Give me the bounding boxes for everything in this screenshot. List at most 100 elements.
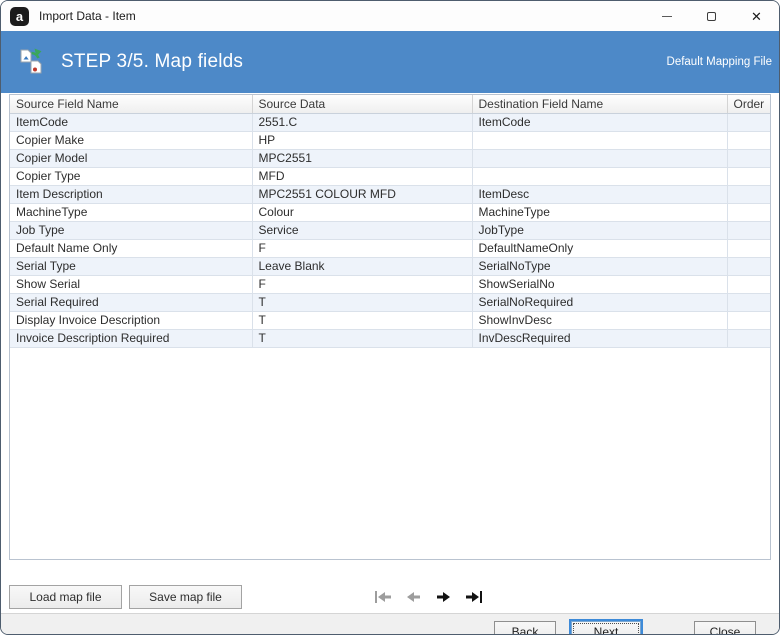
table-cell[interactable]: [727, 311, 770, 330]
table-row[interactable]: Serial Required T SerialNoRequired: [10, 293, 770, 312]
table-cell[interactable]: F: [252, 239, 473, 258]
title-bar: a Import Data - Item ✕: [1, 1, 779, 31]
column-header[interactable]: Destination Field Name: [472, 95, 728, 114]
table-cell[interactable]: Default Name Only: [10, 239, 253, 258]
table-cell[interactable]: Serial Type: [10, 257, 253, 276]
table-cell[interactable]: [727, 257, 770, 276]
table-cell[interactable]: MachineType: [472, 203, 728, 222]
table-cell[interactable]: Copier Make: [10, 131, 253, 150]
table-row[interactable]: Invoice Description Required T InvDescRequ…: [10, 329, 770, 348]
save-map-file-button[interactable]: Save map file: [129, 584, 242, 609]
table-cell[interactable]: ItemCode: [472, 113, 728, 132]
table-cell[interactable]: JobType: [472, 221, 728, 240]
table-cell[interactable]: [472, 131, 728, 150]
app-logo-icon: a: [10, 6, 29, 26]
table-cell[interactable]: MFD: [252, 167, 473, 186]
table-row[interactable]: Item Description MPC2551 COLOUR MFD ItemDe…: [10, 185, 770, 204]
table-cell[interactable]: Invoice Description Required: [10, 329, 253, 348]
table-row[interactable]: Job Type Service JobType: [10, 221, 770, 240]
table-cell[interactable]: Display Invoice Description: [10, 311, 253, 330]
last-record-icon[interactable]: [464, 590, 483, 603]
table-cell[interactable]: T: [252, 293, 473, 312]
table-cell[interactable]: DefaultNameOnly: [472, 239, 728, 258]
table-cell[interactable]: Item Description: [10, 185, 253, 204]
table-cell[interactable]: T: [252, 311, 473, 330]
first-record-icon[interactable]: [374, 590, 393, 603]
table-row[interactable]: Show Serial F ShowSerialNo: [10, 275, 770, 294]
table-cell[interactable]: MPC2551 COLOUR MFD: [252, 185, 473, 204]
window-controls: ✕: [644, 1, 779, 31]
table-cell[interactable]: Copier Model: [10, 149, 253, 168]
table-cell[interactable]: [727, 113, 770, 132]
table-cell[interactable]: Service: [252, 221, 473, 240]
table-cell[interactable]: [727, 149, 770, 168]
table-cell[interactable]: MPC2551: [252, 149, 473, 168]
minimize-icon: [661, 15, 672, 17]
table-cell[interactable]: [727, 221, 770, 240]
next-record-icon[interactable]: [434, 590, 453, 603]
table-row[interactable]: Copier Make HP: [10, 131, 770, 150]
table-cell[interactable]: [727, 329, 770, 348]
table-cell[interactable]: [727, 275, 770, 294]
table-row[interactable]: Copier Type MFD: [10, 167, 770, 186]
content-area: Source Field Name Source Data Destination …: [1, 93, 779, 580]
dialog-footer: Back Next Close: [1, 613, 779, 634]
load-map-file-button[interactable]: Load map file: [9, 584, 122, 609]
table-row[interactable]: Default Name Only F DefaultNameOnly: [10, 239, 770, 258]
table-cell[interactable]: [727, 167, 770, 186]
table-cell[interactable]: ShowSerialNo: [472, 275, 728, 294]
table-cell[interactable]: Job Type: [10, 221, 253, 240]
record-navigator: [374, 580, 483, 613]
table-cell[interactable]: [472, 149, 728, 168]
maximize-icon: [707, 11, 716, 21]
previous-record-icon[interactable]: [404, 590, 423, 603]
table-row[interactable]: Serial Type Leave Blank SerialNoType: [10, 257, 770, 276]
table-row[interactable]: Display Invoice Description T ShowInvDesc: [10, 311, 770, 330]
table-cell[interactable]: SerialNoRequired: [472, 293, 728, 312]
table-cell[interactable]: [727, 239, 770, 258]
default-mapping-file-label: Default Mapping File: [666, 56, 772, 68]
step-header: STEP 3/5. Map fields Default Mapping Fil…: [1, 31, 779, 93]
close-icon: ✕: [751, 8, 762, 24]
minimize-button[interactable]: [644, 1, 689, 31]
table-cell[interactable]: ShowInvDesc: [472, 311, 728, 330]
table-cell[interactable]: HP: [252, 131, 473, 150]
column-header[interactable]: Order: [727, 95, 770, 114]
column-header[interactable]: Source Field Name: [10, 95, 253, 114]
window-title: Import Data - Item: [39, 9, 136, 23]
column-header[interactable]: Source Data: [252, 95, 473, 114]
table-cell[interactable]: [727, 131, 770, 150]
table-cell[interactable]: 2551.C: [252, 113, 473, 132]
close-button[interactable]: ✕: [734, 1, 779, 31]
table-header-row: Source Field Name Source Data Destination …: [10, 95, 770, 114]
table-cell[interactable]: Colour: [252, 203, 473, 222]
table-cell[interactable]: T: [252, 329, 473, 348]
table-cell[interactable]: [727, 293, 770, 312]
table-row[interactable]: MachineType Colour MachineType: [10, 203, 770, 222]
table-cell[interactable]: Leave Blank: [252, 257, 473, 276]
table-cell[interactable]: [472, 167, 728, 186]
table-row[interactable]: Copier Model MPC2551: [10, 149, 770, 168]
import-data-icon: [20, 48, 42, 74]
close-dialog-button[interactable]: Close: [694, 621, 756, 634]
table-cell[interactable]: Copier Type: [10, 167, 253, 186]
table-cell[interactable]: InvDescRequired: [472, 329, 728, 348]
next-button[interactable]: Next: [571, 621, 641, 634]
mapping-grid: Source Field Name Source Data Destination …: [9, 94, 771, 560]
step-title: STEP 3/5. Map fields: [61, 51, 244, 72]
mapping-table: Source Field Name Source Data Destination …: [10, 95, 770, 348]
table-cell[interactable]: ItemDesc: [472, 185, 728, 204]
table-cell[interactable]: ItemCode: [10, 113, 253, 132]
table-row[interactable]: ItemCode 2551.C ItemCode: [10, 113, 770, 132]
table-cell[interactable]: [727, 185, 770, 204]
table-cell[interactable]: SerialNoType: [472, 257, 728, 276]
table-cell[interactable]: Serial Required: [10, 293, 253, 312]
table-cell[interactable]: F: [252, 275, 473, 294]
table-cell[interactable]: MachineType: [10, 203, 253, 222]
table-cell[interactable]: [727, 203, 770, 222]
table-cell[interactable]: Show Serial: [10, 275, 253, 294]
map-file-toolbar: Load map file Save map file: [1, 580, 779, 613]
back-button[interactable]: Back: [494, 621, 556, 634]
maximize-button[interactable]: [689, 1, 734, 31]
